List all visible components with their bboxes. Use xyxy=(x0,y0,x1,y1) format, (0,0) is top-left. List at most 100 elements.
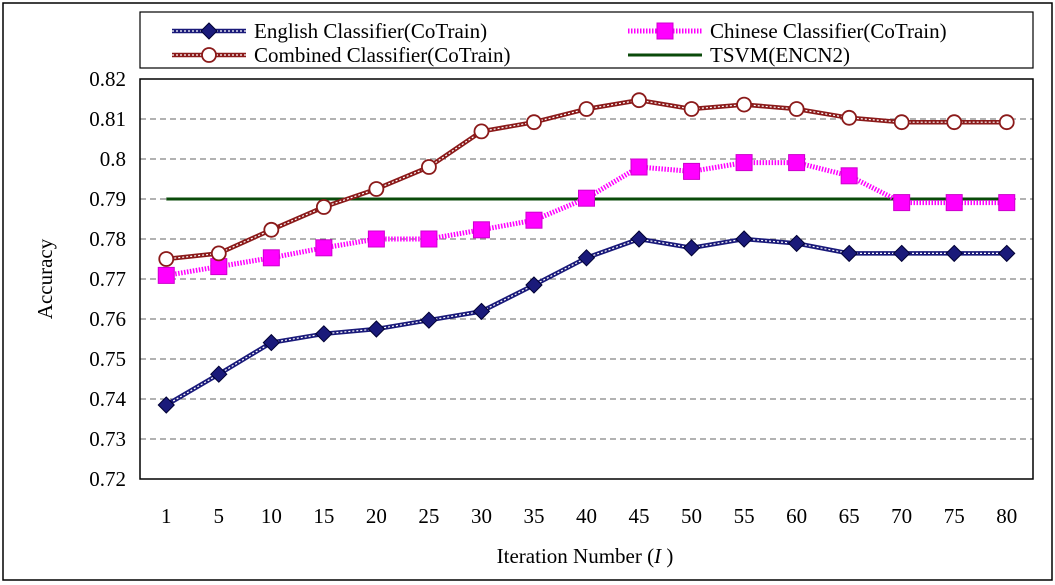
y-tick-label: 0.82 xyxy=(89,67,126,91)
legend-box xyxy=(139,11,1034,69)
legend-item: English Classifier(CoTrain) xyxy=(172,19,487,43)
x-tick-label: 15 xyxy=(313,504,334,528)
data-point xyxy=(158,251,175,267)
data-point xyxy=(157,266,175,284)
data-point xyxy=(631,92,647,109)
data-point xyxy=(472,302,491,321)
data-point xyxy=(683,101,700,117)
legend-label: Combined Classifier(CoTrain) xyxy=(254,43,510,67)
x-axis-label: Iteration Number (I ) xyxy=(497,544,674,568)
data-point xyxy=(735,230,753,248)
data-point xyxy=(525,276,543,294)
y-tick-label: 0.72 xyxy=(89,467,126,491)
y-tick-label: 0.73 xyxy=(89,427,126,451)
y-tick-label: 0.77 xyxy=(89,267,126,291)
legend-label: Chinese Classifier(CoTrain) xyxy=(710,19,947,43)
data-point xyxy=(841,109,858,126)
data-point xyxy=(893,194,911,212)
y-tick-label: 0.78 xyxy=(89,227,126,251)
data-point xyxy=(946,114,963,131)
data-point xyxy=(945,194,963,212)
data-point xyxy=(526,114,542,131)
x-tick-label: 5 xyxy=(214,504,225,528)
series-0 xyxy=(157,230,1016,414)
data-point xyxy=(578,189,595,207)
data-point xyxy=(420,311,438,329)
x-tick-label: 65 xyxy=(839,504,860,528)
data-point xyxy=(787,234,806,253)
x-tick-label: 35 xyxy=(523,504,544,528)
x-tick-label: 25 xyxy=(418,504,439,528)
legend: English Classifier(CoTrain) Chinese Class… xyxy=(139,11,1034,69)
legend-swatch-marker xyxy=(201,47,217,63)
legend-swatch-marker xyxy=(656,22,674,40)
series-layer xyxy=(157,92,1016,414)
data-point xyxy=(630,230,648,248)
x-tick-label: 10 xyxy=(261,504,282,528)
data-point xyxy=(262,249,280,267)
y-tick-label: 0.81 xyxy=(89,107,126,131)
data-point xyxy=(998,194,1016,212)
legend-item: Combined Classifier(CoTrain) xyxy=(172,43,510,67)
data-point xyxy=(368,181,385,197)
data-point xyxy=(472,221,490,239)
data-point xyxy=(630,158,648,176)
data-point xyxy=(736,96,752,113)
x-axis-label-open: ( xyxy=(642,544,654,568)
data-point xyxy=(473,123,490,140)
y-tick-label: 0.74 xyxy=(89,387,126,411)
data-point xyxy=(577,249,596,267)
x-tick-label: 1 xyxy=(161,504,172,528)
data-point xyxy=(998,114,1015,131)
data-point xyxy=(315,239,333,257)
data-point xyxy=(315,199,332,215)
x-tick-label: 55 xyxy=(734,504,755,528)
x-axis-label-var: I xyxy=(653,544,662,568)
data-point xyxy=(998,244,1016,263)
x-tick-label: 75 xyxy=(944,504,965,528)
y-tick-labels: 0.72 0.73 0.74 0.75 0.76 0.77 0.78 0.79 0.8 0.81 0… xyxy=(89,67,126,491)
x-tick-label: 80 xyxy=(996,504,1017,528)
data-point xyxy=(735,154,753,172)
data-point xyxy=(893,114,910,131)
data-point xyxy=(210,365,228,383)
series-line-hatch xyxy=(166,99,1007,260)
data-point xyxy=(788,101,805,117)
data-point xyxy=(945,244,963,263)
data-point xyxy=(263,221,280,238)
x-axis-label-close: ) xyxy=(661,544,673,568)
data-point xyxy=(840,244,858,263)
x-tick-label: 30 xyxy=(471,504,492,528)
data-point xyxy=(840,167,858,185)
x-axis-label-text: Iteration Number xyxy=(497,544,642,568)
legend-item: Chinese Classifier(CoTrain) xyxy=(628,19,947,43)
legend-swatch-marker xyxy=(200,22,218,40)
series-2 xyxy=(158,92,1015,267)
y-tick-label: 0.8 xyxy=(100,147,126,171)
legend-label: English Classifier(CoTrain) xyxy=(254,19,487,43)
data-point xyxy=(420,230,438,248)
y-axis-label: Accuracy xyxy=(33,238,57,319)
data-point xyxy=(682,239,701,257)
legend-label: TSVM(ENCN2) xyxy=(710,43,850,67)
data-point xyxy=(210,245,227,262)
data-point xyxy=(262,333,281,352)
x-tick-label: 20 xyxy=(366,504,387,528)
x-tick-label: 60 xyxy=(786,504,807,528)
x-tick-label: 50 xyxy=(681,504,702,528)
data-point xyxy=(421,159,437,175)
x-tick-label: 70 xyxy=(891,504,912,528)
data-point xyxy=(367,230,385,248)
y-tick-label: 0.75 xyxy=(89,347,126,371)
y-tick-label: 0.79 xyxy=(89,187,126,211)
data-point xyxy=(892,244,911,263)
data-point xyxy=(578,101,595,117)
y-tick-label: 0.76 xyxy=(89,307,126,331)
data-point xyxy=(683,162,701,180)
x-tick-labels: 1 5 10 15 20 25 30 35 40 45 50 55 60 65 70 75 80 xyxy=(161,504,1017,528)
x-tick-label: 45 xyxy=(629,504,650,528)
data-point xyxy=(157,396,175,414)
data-point xyxy=(525,211,543,229)
